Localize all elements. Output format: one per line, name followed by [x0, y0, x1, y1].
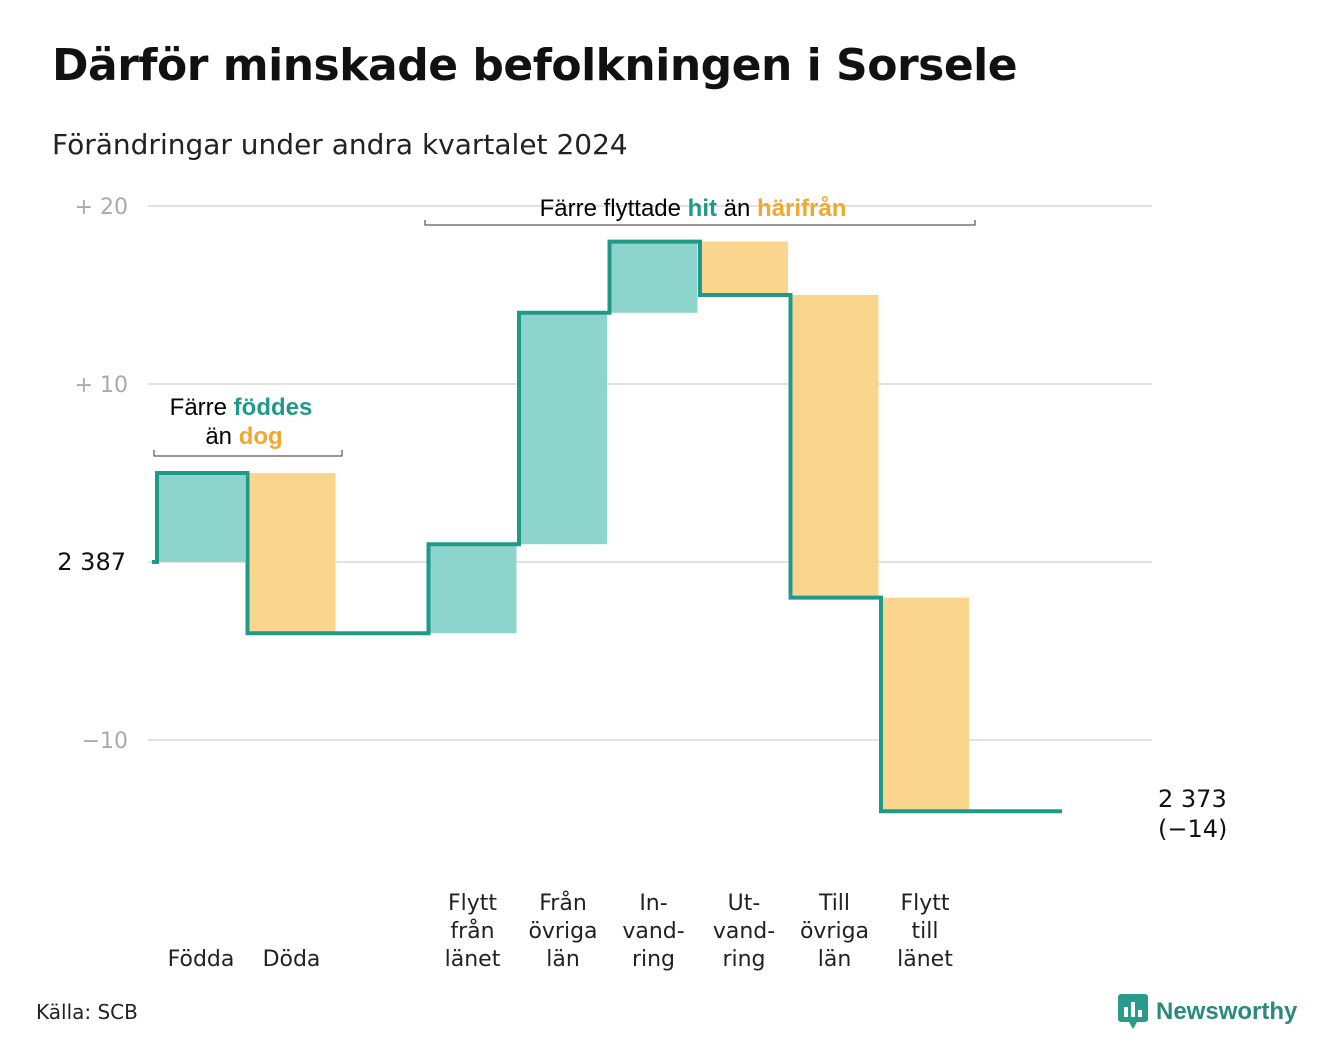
births-annotation-line2: än dog — [205, 423, 282, 450]
category-label: Flytt — [448, 891, 497, 916]
births-annotation-born: föddes — [234, 394, 313, 421]
category-label: Ut- — [728, 891, 761, 916]
moves-bracket — [424, 220, 976, 226]
waterfall-bar — [157, 473, 245, 562]
category-label: Födda — [168, 947, 235, 972]
category-label: från — [450, 918, 494, 944]
chart-subtitle: Förändringar under andra kvartalet 2024 — [52, 128, 628, 161]
births-annotation-pre: Färre — [170, 394, 227, 421]
category-label: Döda — [263, 947, 321, 972]
category-label: vand- — [622, 919, 684, 944]
newsworthy-icon — [1118, 994, 1148, 1029]
category-label: län — [818, 947, 852, 972]
end-change-label: (−14) — [1158, 815, 1227, 843]
category-label: till — [912, 919, 939, 944]
start-value-label: 2 387 — [57, 548, 126, 576]
moves-annotation-pre: Färre flyttade — [540, 195, 681, 222]
y-tick-label: −10 — [82, 729, 128, 754]
category-label: länet — [445, 947, 501, 972]
y-tick-label: + 20 — [75, 195, 128, 220]
waterfall-bar — [609, 241, 698, 313]
births-annotation-died: dog — [239, 423, 283, 450]
waterfall-bar — [247, 473, 336, 634]
gridlines — [148, 205, 1152, 741]
running-total-path — [152, 239, 1062, 814]
brand-name: Newsworthy — [1156, 998, 1298, 1025]
end-value-label: 2 373 — [1158, 785, 1227, 813]
source-note: Källa: SCB — [36, 1000, 138, 1024]
births-annotation-mid: än — [205, 423, 232, 450]
category-label: vand- — [713, 919, 775, 944]
waterfall-bar — [428, 544, 517, 634]
births-annotation: Färre föddes — [170, 394, 313, 421]
waterfall-bar — [790, 295, 879, 598]
births-bracket — [153, 450, 343, 457]
category-label: Från — [539, 890, 587, 916]
bars — [157, 241, 969, 812]
moves-annotation: Färre flyttade hit än härifrån — [540, 195, 847, 222]
category-label: övriga — [800, 919, 869, 944]
category-label: Till — [818, 891, 850, 916]
category-label: övriga — [528, 919, 597, 944]
moves-annotation-away: härifrån — [757, 195, 846, 222]
waterfall-bar — [519, 312, 607, 545]
category-label: ring — [632, 947, 675, 972]
category-label: ring — [722, 947, 765, 972]
moves-annotation-mid: än — [724, 195, 751, 222]
running-total-line — [152, 239, 1062, 814]
category-label: Flytt — [900, 891, 949, 916]
y-tick-label: + 10 — [75, 373, 128, 398]
category-label: In- — [639, 891, 667, 916]
waterfall-bar — [700, 241, 788, 295]
category-label: länet — [897, 947, 953, 972]
waterfall-bar — [881, 597, 969, 812]
chart-title: Därför minskade befolkningen i Sorsele — [52, 40, 1018, 91]
newsworthy-logo: Newsworthy — [1118, 994, 1297, 1030]
category-label: län — [546, 947, 580, 972]
moves-annotation-here: hit — [688, 195, 717, 222]
